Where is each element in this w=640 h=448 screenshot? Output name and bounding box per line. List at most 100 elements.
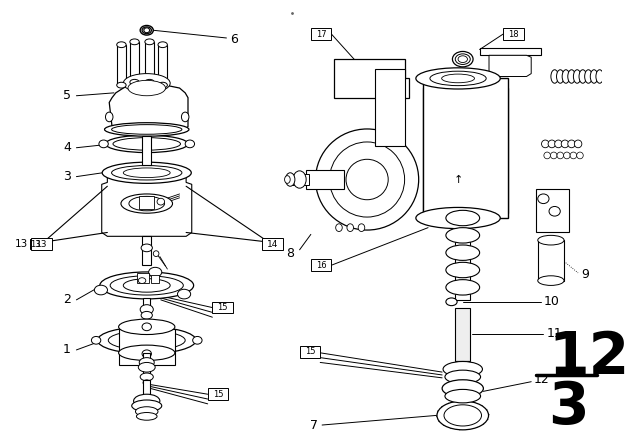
Bar: [292, 174, 309, 185]
Ellipse shape: [574, 140, 582, 148]
Ellipse shape: [140, 26, 154, 35]
Ellipse shape: [154, 251, 159, 257]
Ellipse shape: [158, 42, 168, 47]
Text: 4: 4: [63, 141, 71, 154]
Ellipse shape: [564, 152, 570, 159]
Ellipse shape: [136, 407, 158, 416]
Ellipse shape: [130, 39, 140, 45]
Ellipse shape: [549, 207, 560, 216]
Ellipse shape: [111, 166, 182, 180]
Bar: [455, 308, 470, 361]
Ellipse shape: [129, 196, 164, 211]
Ellipse shape: [445, 389, 481, 403]
Ellipse shape: [145, 39, 154, 45]
Text: 16: 16: [316, 261, 326, 270]
Ellipse shape: [550, 152, 557, 159]
Ellipse shape: [130, 79, 140, 85]
Ellipse shape: [141, 311, 152, 319]
Ellipse shape: [316, 129, 419, 230]
Ellipse shape: [544, 152, 550, 159]
Bar: [158, 45, 168, 85]
Ellipse shape: [118, 345, 175, 361]
Ellipse shape: [140, 358, 154, 367]
Ellipse shape: [442, 380, 483, 397]
Ellipse shape: [121, 194, 173, 213]
Ellipse shape: [142, 27, 152, 34]
Ellipse shape: [577, 152, 583, 159]
Ellipse shape: [113, 138, 180, 150]
Polygon shape: [109, 81, 188, 136]
Bar: [538, 240, 564, 280]
Ellipse shape: [541, 140, 549, 148]
Ellipse shape: [106, 112, 113, 122]
Ellipse shape: [446, 245, 479, 260]
Text: 18: 18: [508, 30, 518, 39]
Ellipse shape: [124, 168, 170, 177]
Ellipse shape: [94, 285, 108, 295]
Ellipse shape: [446, 298, 457, 306]
Ellipse shape: [144, 28, 150, 33]
Bar: [374, 69, 404, 146]
Ellipse shape: [128, 80, 166, 96]
Ellipse shape: [143, 380, 150, 386]
Ellipse shape: [124, 279, 170, 292]
Ellipse shape: [555, 140, 562, 148]
Ellipse shape: [442, 74, 474, 83]
Ellipse shape: [116, 82, 126, 88]
Ellipse shape: [92, 336, 100, 344]
Ellipse shape: [557, 70, 564, 83]
Text: 9: 9: [581, 268, 589, 281]
Ellipse shape: [116, 42, 126, 47]
Text: 15: 15: [218, 303, 228, 312]
Ellipse shape: [177, 289, 191, 299]
Ellipse shape: [443, 362, 483, 377]
Bar: [424, 78, 508, 218]
Ellipse shape: [134, 394, 160, 408]
Ellipse shape: [148, 267, 162, 277]
Ellipse shape: [452, 52, 473, 67]
Text: 12: 12: [534, 373, 550, 386]
Ellipse shape: [193, 336, 202, 344]
Ellipse shape: [110, 276, 183, 295]
Ellipse shape: [158, 82, 168, 88]
Ellipse shape: [446, 280, 479, 295]
Ellipse shape: [132, 400, 162, 412]
Ellipse shape: [347, 224, 353, 232]
Ellipse shape: [97, 327, 196, 354]
Bar: [138, 273, 148, 283]
Ellipse shape: [590, 70, 598, 83]
Bar: [456, 361, 469, 388]
Text: 8: 8: [286, 247, 294, 260]
Ellipse shape: [111, 125, 182, 134]
Ellipse shape: [142, 323, 152, 331]
Ellipse shape: [551, 70, 559, 83]
Bar: [212, 302, 233, 313]
Ellipse shape: [444, 405, 481, 426]
Ellipse shape: [104, 123, 189, 136]
Bar: [536, 189, 569, 233]
Ellipse shape: [562, 70, 570, 83]
Ellipse shape: [285, 173, 295, 186]
Ellipse shape: [445, 370, 481, 383]
Text: 7: 7: [310, 418, 318, 431]
Ellipse shape: [185, 140, 195, 148]
Ellipse shape: [573, 70, 581, 83]
Bar: [300, 346, 320, 358]
Text: 3: 3: [63, 170, 71, 183]
Ellipse shape: [141, 244, 152, 252]
Ellipse shape: [108, 331, 185, 350]
Text: 13: 13: [14, 239, 28, 249]
Ellipse shape: [102, 162, 191, 183]
Text: 6: 6: [230, 34, 238, 47]
Bar: [455, 218, 470, 300]
Text: 15: 15: [305, 347, 315, 356]
Ellipse shape: [585, 70, 592, 83]
Text: 15: 15: [212, 390, 223, 399]
Bar: [143, 353, 150, 380]
Polygon shape: [334, 59, 410, 98]
Bar: [118, 329, 175, 365]
Ellipse shape: [106, 135, 188, 153]
Text: 1: 1: [63, 344, 71, 357]
Bar: [311, 28, 332, 40]
Text: 3: 3: [548, 379, 589, 436]
